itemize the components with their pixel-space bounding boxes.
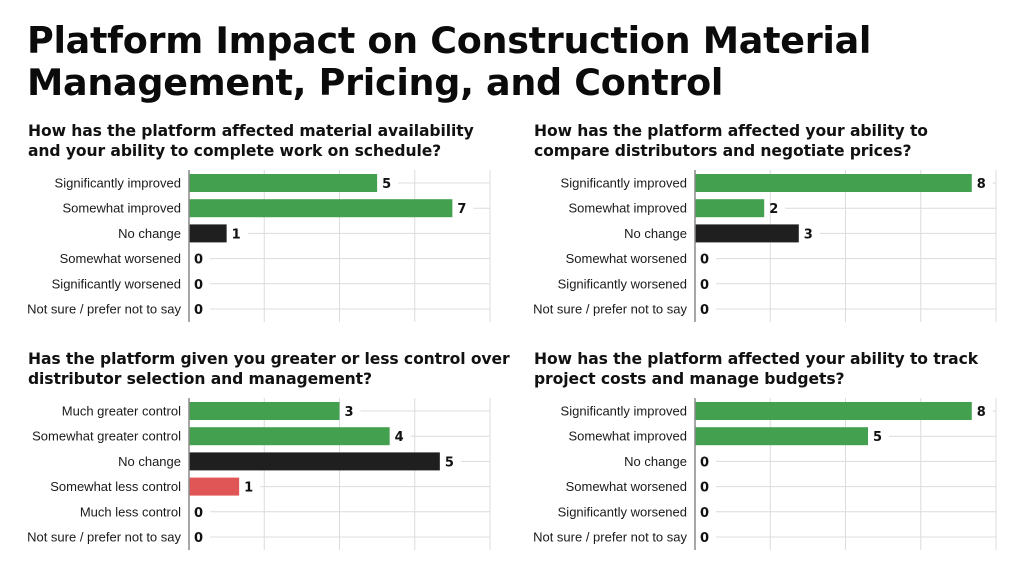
- value-label: 0: [700, 303, 709, 318]
- value-label: 0: [700, 278, 709, 293]
- value-label: 1: [232, 227, 241, 242]
- value-label: 0: [194, 278, 203, 293]
- page-title-line-2: Management, Pricing, and Control: [27, 61, 724, 104]
- chart-panel-distributor-control: Has the platform given you greater or le…: [27, 349, 528, 574]
- chart-question-line-1: How has the platform affected material a…: [28, 122, 474, 140]
- chart-question-line-2: and your ability to complete work on sch…: [28, 142, 442, 160]
- category-label: Significantly worsened: [52, 276, 181, 291]
- chart-question-line-1: Has the platform given you greater or le…: [28, 350, 510, 368]
- category-label: No change: [624, 226, 687, 241]
- chart-question: How has the platform affected material a…: [28, 121, 474, 161]
- bar: [189, 477, 240, 496]
- category-label: Somewhat improved: [569, 201, 688, 216]
- value-label: 0: [700, 253, 709, 268]
- category-label: Somewhat greater control: [32, 429, 181, 444]
- category-label: Significantly worsened: [558, 276, 687, 291]
- value-label: 7: [457, 202, 466, 217]
- value-label: 0: [194, 303, 203, 318]
- bar: [695, 224, 799, 243]
- chart-question-line-1: How has the platform affected your abili…: [534, 350, 979, 368]
- category-label: Much greater control: [62, 404, 181, 419]
- category-label: Significantly improved: [561, 176, 687, 191]
- chart-question-line-2: distributor selection and management?: [28, 370, 372, 388]
- category-label: Somewhat improved: [63, 201, 182, 216]
- value-label: 0: [700, 506, 709, 521]
- page-title-line-1: Platform Impact on Construction Material: [27, 19, 872, 62]
- category-label: Not sure / prefer not to say: [27, 530, 181, 545]
- bar: [189, 452, 440, 471]
- category-label: Somewhat less control: [50, 479, 181, 494]
- bar: [189, 199, 453, 218]
- bar-chart: Significantly improved 5 Somewhat improved…: [27, 170, 491, 322]
- value-label: 2: [769, 202, 778, 217]
- category-label: Not sure / prefer not to say: [533, 302, 687, 317]
- chart-question: Has the platform given you greater or le…: [28, 349, 510, 389]
- chart-panel-compare-distributors: How has the platform affected your abili…: [533, 121, 1024, 346]
- category-label: Significantly worsened: [558, 504, 687, 519]
- bar: [189, 402, 340, 420]
- category-label: No change: [118, 226, 181, 241]
- bar: [695, 402, 972, 420]
- bar-chart: Significantly improved 8 Somewhat improved…: [533, 170, 997, 322]
- category-label: Somewhat worsened: [566, 251, 687, 266]
- chart-panel-material-availability: How has the platform affected material a…: [27, 121, 528, 346]
- chart-question: How has the platform affected your abili…: [534, 121, 928, 161]
- value-label: 5: [873, 430, 882, 445]
- value-label: 4: [395, 430, 404, 445]
- value-label: 0: [194, 531, 203, 546]
- bar: [695, 427, 868, 446]
- bar-chart: Much greater control 3 Somewhat greater co…: [27, 398, 491, 550]
- value-label: 0: [194, 253, 203, 268]
- value-label: 5: [445, 455, 454, 470]
- category-label: Somewhat improved: [569, 429, 688, 444]
- bar: [695, 199, 765, 218]
- chart-panel-track-costs: How has the platform affected your abili…: [533, 349, 1024, 574]
- category-label: Somewhat worsened: [60, 251, 181, 266]
- category-label: Somewhat worsened: [566, 479, 687, 494]
- bar: [189, 224, 227, 243]
- category-label: Much less control: [80, 504, 181, 519]
- bar: [695, 174, 972, 192]
- value-label: 0: [700, 481, 709, 496]
- value-label: 0: [700, 531, 709, 546]
- value-label: 0: [700, 455, 709, 470]
- value-label: 5: [382, 177, 391, 192]
- chart-question: How has the platform affected your abili…: [534, 349, 978, 389]
- value-label: 1: [244, 481, 253, 496]
- value-label: 3: [804, 227, 813, 242]
- bar: [189, 174, 378, 192]
- chart-question-line-2: compare distributors and negotiate price…: [534, 142, 912, 160]
- bar-chart: Significantly improved 8 Somewhat improved…: [533, 398, 997, 550]
- bar: [189, 427, 390, 446]
- category-label: Significantly improved: [55, 176, 181, 191]
- chart-question-line-1: How has the platform affected your abili…: [534, 122, 928, 140]
- value-label: 3: [345, 405, 354, 420]
- value-label: 8: [977, 405, 986, 420]
- value-label: 0: [194, 506, 203, 521]
- chart-question-line-2: project costs and manage budgets?: [534, 370, 845, 388]
- value-label: 8: [977, 177, 986, 192]
- category-label: No change: [118, 454, 181, 469]
- page-title: Platform Impact on Construction Material…: [27, 20, 871, 104]
- category-label: Not sure / prefer not to say: [533, 530, 687, 545]
- category-label: Significantly improved: [561, 404, 687, 419]
- category-label: Not sure / prefer not to say: [27, 302, 181, 317]
- category-label: No change: [624, 454, 687, 469]
